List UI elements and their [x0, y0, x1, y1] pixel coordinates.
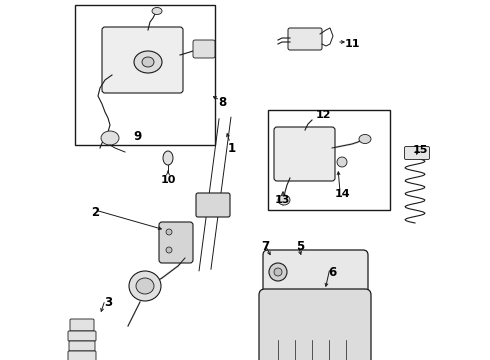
Circle shape — [337, 157, 347, 167]
Ellipse shape — [136, 278, 154, 294]
Circle shape — [269, 263, 287, 281]
Ellipse shape — [152, 8, 162, 14]
Text: 2: 2 — [91, 206, 99, 219]
Ellipse shape — [142, 57, 154, 67]
Text: 9: 9 — [133, 130, 141, 144]
FancyBboxPatch shape — [193, 40, 215, 58]
FancyBboxPatch shape — [263, 250, 368, 305]
FancyBboxPatch shape — [405, 147, 430, 159]
Circle shape — [166, 229, 172, 235]
Ellipse shape — [359, 135, 371, 144]
FancyBboxPatch shape — [259, 289, 371, 360]
Ellipse shape — [134, 51, 162, 73]
Text: 5: 5 — [296, 240, 304, 253]
Text: 12: 12 — [315, 110, 331, 120]
FancyBboxPatch shape — [69, 341, 95, 351]
FancyBboxPatch shape — [68, 331, 96, 341]
Circle shape — [166, 247, 172, 253]
Ellipse shape — [163, 151, 173, 165]
Polygon shape — [204, 111, 226, 277]
Text: 15: 15 — [412, 145, 428, 155]
Ellipse shape — [129, 271, 161, 301]
Text: 13: 13 — [274, 195, 290, 205]
FancyBboxPatch shape — [68, 351, 96, 360]
Text: 1: 1 — [228, 141, 236, 154]
FancyBboxPatch shape — [288, 28, 322, 50]
FancyBboxPatch shape — [159, 222, 193, 263]
Text: 3: 3 — [104, 296, 112, 309]
Bar — [268, 110, 390, 210]
Text: 8: 8 — [218, 95, 226, 108]
Text: 10: 10 — [160, 175, 176, 185]
Bar — [75, 5, 215, 145]
Text: 6: 6 — [328, 266, 336, 279]
FancyBboxPatch shape — [274, 127, 335, 181]
FancyBboxPatch shape — [70, 319, 94, 331]
FancyBboxPatch shape — [102, 27, 183, 93]
FancyBboxPatch shape — [196, 193, 230, 217]
Circle shape — [274, 268, 282, 276]
Ellipse shape — [278, 195, 290, 205]
Text: 11: 11 — [344, 39, 360, 49]
Text: 14: 14 — [334, 189, 350, 199]
Ellipse shape — [101, 131, 119, 145]
Text: 7: 7 — [261, 240, 269, 253]
